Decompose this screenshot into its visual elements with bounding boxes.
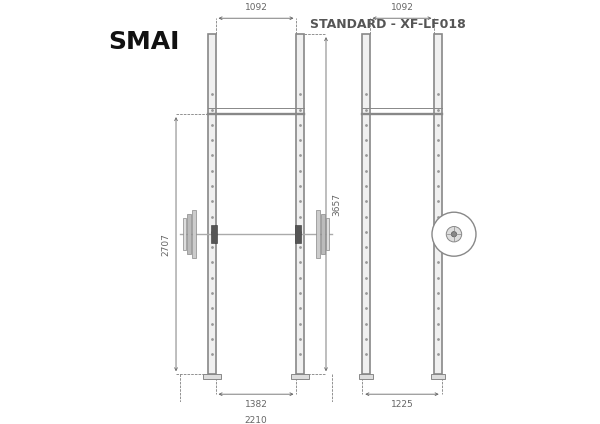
Bar [208,34,215,374]
Bar [211,226,217,243]
Text: SMAI: SMAI [108,30,179,54]
Circle shape [432,212,476,256]
Bar [187,214,191,254]
Bar [434,34,442,374]
Text: 2707: 2707 [161,233,170,256]
Bar [326,218,329,250]
Bar [321,214,325,254]
Circle shape [446,226,461,242]
Text: 1092: 1092 [391,3,413,12]
Bar [296,34,304,374]
Bar [431,374,445,379]
Bar [316,210,320,258]
Bar [359,374,373,379]
Bar [362,34,370,374]
Bar [183,218,186,250]
Bar [291,374,309,379]
Bar [203,374,221,379]
Text: 2210: 2210 [245,416,268,424]
Text: 1092: 1092 [245,3,268,12]
Text: STANDARD - XF-LF018: STANDARD - XF-LF018 [310,18,466,31]
Text: 3657: 3657 [332,192,341,216]
Bar [191,210,196,258]
Text: 1382: 1382 [245,400,268,409]
Circle shape [451,232,457,237]
Bar [295,226,301,243]
Text: 1225: 1225 [391,400,413,409]
